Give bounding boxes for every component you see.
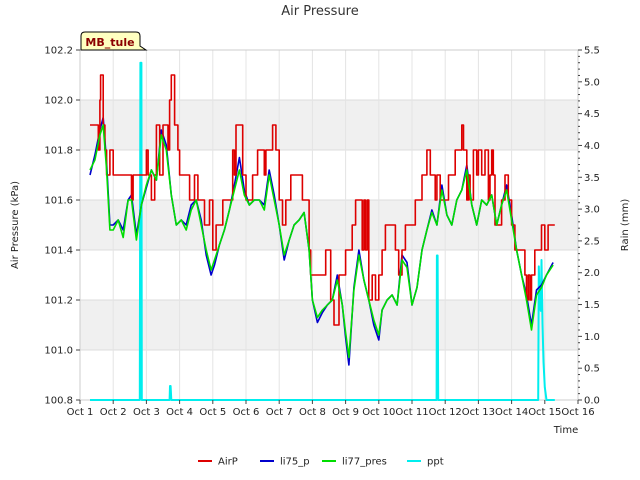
x-tick-label: Oct 14 [495, 407, 528, 418]
y-tick-label: 102.0 [44, 96, 73, 107]
x-tick-label: Oct 9 [332, 407, 359, 418]
y-tick-label: 101.6 [44, 196, 73, 207]
legend-label: AirP [218, 457, 238, 468]
y-tick-label: 101.0 [44, 346, 73, 357]
y2-tick-label: 5.0 [584, 77, 600, 88]
x-axis: Oct 1 Oct 2 Oct 3 Oct 4 Oct 5 Oct 6 Oct 7 Oct 8… [67, 400, 595, 418]
grid-band [80, 200, 578, 250]
x-tick-label: Oct 2 [100, 407, 127, 418]
y2-tick-label: 3.5 [584, 173, 600, 184]
y2-tick-label: 0.0 [584, 396, 600, 407]
grid-band [80, 100, 578, 150]
series-line-li77-pres [89, 124, 554, 359]
x-axis-label: Time [553, 425, 578, 436]
chart-title: Air Pressure [281, 4, 359, 19]
x-tick-label: Oct 6 [233, 407, 260, 418]
grid-band [80, 300, 578, 350]
grid-bands [80, 100, 578, 350]
y-tick-label: 100.8 [44, 396, 73, 407]
y-axis-left: 100.8 101.0 101.2 101.4 101.6 101.8 102.0 102.2 [44, 46, 80, 407]
y2-tick-label: 3.0 [584, 205, 600, 216]
x-tick-label: Oct 5 [199, 407, 226, 418]
legend-label: ppt [427, 457, 444, 468]
x-tick-label: Oct 7 [266, 407, 293, 418]
x-tick-label: Oct 13 [462, 407, 495, 418]
x-tick-label: Oct 3 [133, 407, 160, 418]
x-tick-label: Oct 10 [362, 407, 395, 418]
y-axis-label: Air Pressure (kPa) [10, 181, 21, 269]
site-badge: MB_tule [80, 31, 148, 51]
x-tick-label: Oct 15 [528, 407, 561, 418]
legend-label: li75_p [280, 457, 310, 468]
legend: AirP li75_p li77_pres ppt [198, 457, 444, 468]
y-tick-label: 102.2 [44, 46, 73, 57]
y-tick-label: 101.8 [44, 146, 73, 157]
y2-axis-label: Rain (mm) [620, 199, 631, 252]
y2-tick-label: 4.5 [584, 109, 600, 120]
x-tick-label: Oct 16 [561, 407, 594, 418]
site-badge-box [80, 31, 148, 51]
y2-tick-label: 5.5 [584, 46, 600, 57]
y2-tick-label: 2.0 [584, 268, 600, 279]
x-tick-label: Oct 8 [299, 407, 326, 418]
x-tick-label: Oct 11 [395, 407, 428, 418]
x-tick-label: Oct 4 [166, 407, 193, 418]
y2-tick-label: 1.0 [584, 332, 600, 343]
y-axis-right: 0.0 0.5 1.0 1.5 2.0 2.5 3.0 3.5 4.0 4.5 5.0 5.5 [578, 46, 600, 407]
y2-tick-label: 4.0 [584, 141, 600, 152]
y2-tick-label: 0.5 [584, 364, 600, 375]
y-tick-label: 101.2 [44, 296, 73, 307]
site-badge-label: MB_tule [85, 36, 134, 49]
x-tick-label: Oct 1 [67, 407, 94, 418]
y2-tick-label: 1.5 [584, 300, 600, 311]
x-tick-label: Oct 12 [429, 407, 462, 418]
y2-tick-label: 2.5 [584, 236, 600, 247]
series-line-ppt [90, 61, 555, 401]
legend-label: li77_pres [342, 457, 387, 468]
y-tick-label: 101.4 [44, 246, 73, 257]
series-layer [89, 61, 555, 401]
